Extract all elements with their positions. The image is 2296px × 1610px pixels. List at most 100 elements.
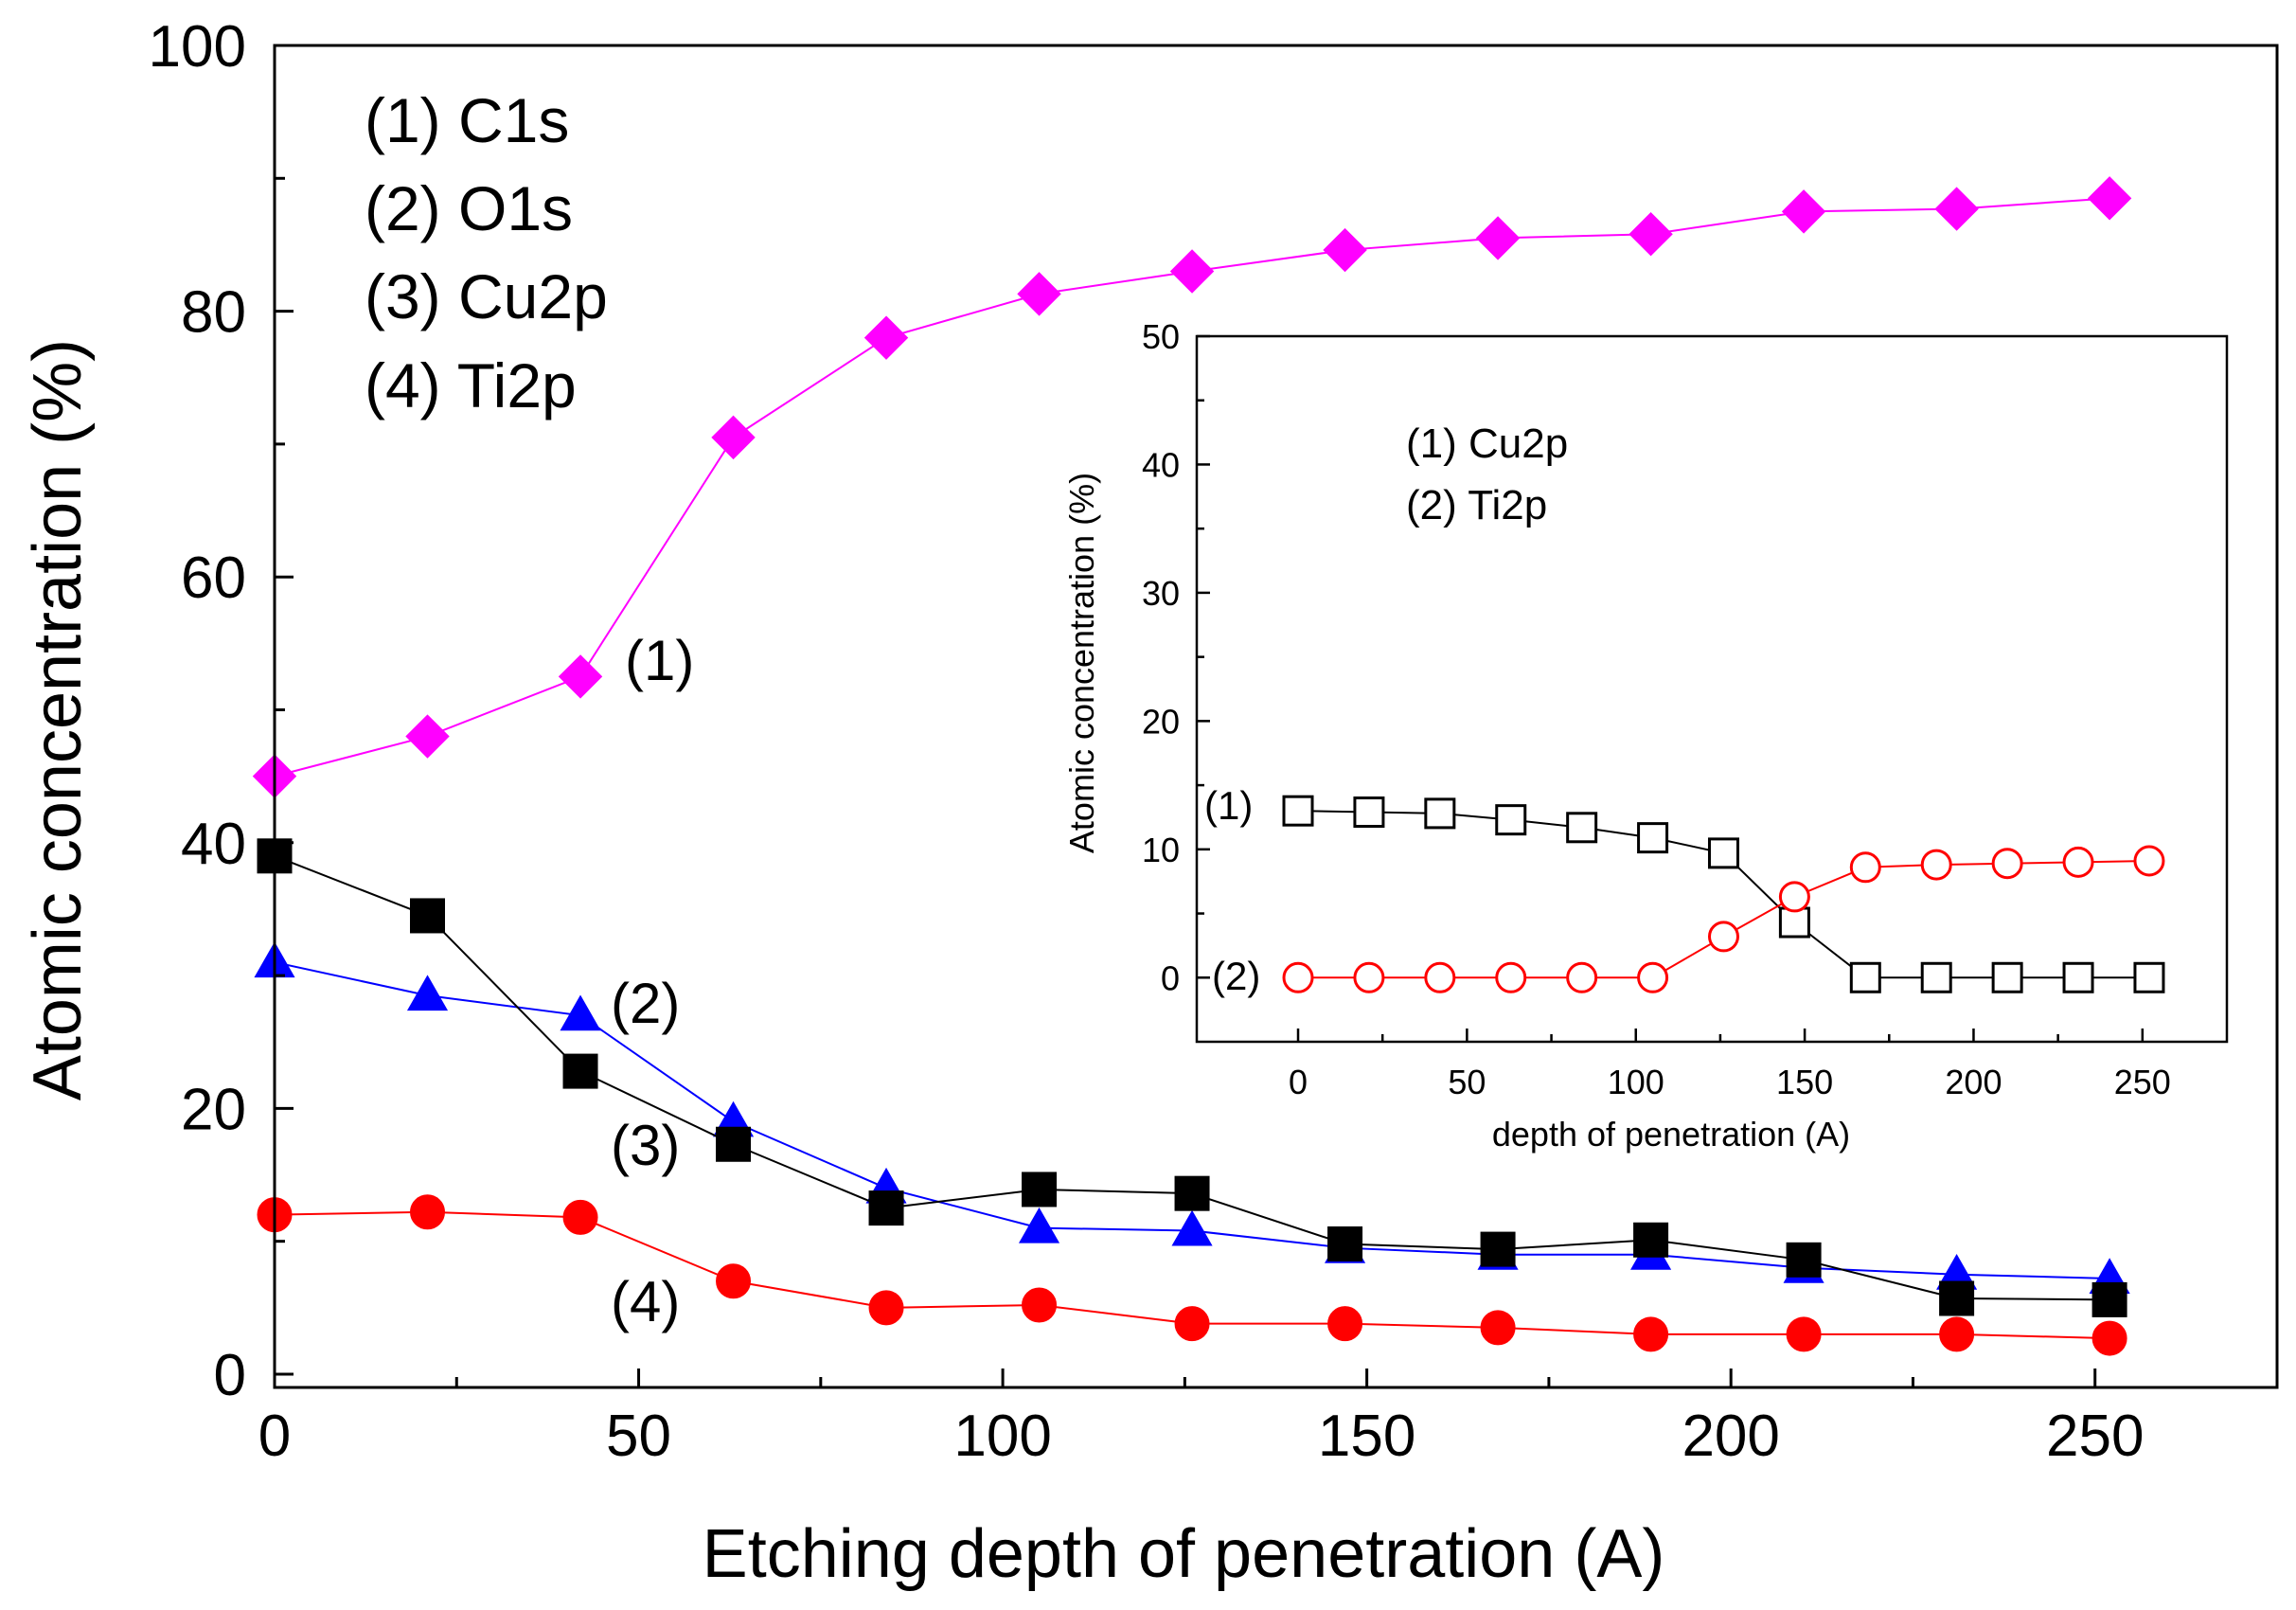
inset-point-2-ti2p-1 bbox=[1353, 961, 1385, 993]
main-point-1-c1s-5 bbox=[1017, 272, 1061, 316]
main-annotation-2: (2) bbox=[611, 972, 680, 1035]
main-y-tick-label-0: 0 bbox=[214, 1343, 246, 1408]
inset-y-tick-label-0: 0 bbox=[1161, 958, 1180, 997]
inset-x-tick-label-50: 50 bbox=[1448, 1063, 1486, 1101]
inset-point-2-ti2p-3 bbox=[1495, 961, 1527, 993]
main-x-tick-label-0: 0 bbox=[258, 1404, 291, 1469]
inset-x-tick-label-150: 150 bbox=[1776, 1063, 1833, 1101]
main-chart: (1) C1s (2) O1s (3) Cu2p (4) Ti2p (1) (2… bbox=[20, 14, 2279, 1592]
main-annotation-4: (4) bbox=[611, 1270, 680, 1333]
main-point-3-cu2p-10 bbox=[1786, 1242, 1822, 1278]
inset-point-1-cu2p-5 bbox=[1637, 822, 1669, 854]
inset-point-2-ti2p-12 bbox=[2133, 845, 2165, 877]
main-point-4-ti2p-10 bbox=[1786, 1316, 1822, 1352]
inset-y-tick-label-30: 30 bbox=[1142, 574, 1180, 613]
inset-text-layer: (1) Cu2p (2) Ti2p (1) (2) depth of penet… bbox=[1062, 317, 2171, 1154]
inset-point-2-ti2p-11 bbox=[2062, 846, 2094, 878]
main-point-1-c1s-7 bbox=[1323, 227, 1367, 273]
main-point-1-c1s-4 bbox=[863, 315, 909, 360]
inset-point-2-ti2p-4 bbox=[1566, 961, 1598, 993]
main-point-4-ti2p-4 bbox=[868, 1290, 904, 1326]
inset-y-tick-label-10: 10 bbox=[1142, 831, 1180, 869]
inset-point-2-ti2p-8 bbox=[1849, 851, 1881, 884]
main-point-3-cu2p-7 bbox=[1327, 1225, 1363, 1261]
main-point-3-cu2p-3 bbox=[716, 1126, 752, 1162]
inset-legend-cu2p: (1) Cu2p bbox=[1406, 420, 1568, 467]
main-annotation-1: (1) bbox=[625, 629, 694, 692]
main-point-3-cu2p-5 bbox=[1022, 1172, 1058, 1208]
main-point-4-ti2p-12 bbox=[2091, 1320, 2127, 1356]
main-y-tick-label-20: 20 bbox=[181, 1077, 246, 1142]
main-x-tick-label-200: 200 bbox=[1682, 1404, 1779, 1469]
main-point-1-c1s-9 bbox=[1629, 212, 1673, 257]
main-point-3-cu2p-2 bbox=[562, 1053, 598, 1089]
main-frame-layer bbox=[273, 44, 2279, 1389]
inset-point-2-ti2p-0 bbox=[1282, 961, 1314, 993]
main-point-3-cu2p-9 bbox=[1633, 1222, 1669, 1258]
main-point-4-ti2p-7 bbox=[1327, 1306, 1363, 1342]
main-legend-o1s: (2) O1s bbox=[365, 173, 573, 243]
main-x-tick-label-250: 250 bbox=[2046, 1404, 2144, 1469]
inset-x-tick-label-200: 200 bbox=[1945, 1063, 2002, 1101]
inset-point-1-cu2p-1 bbox=[1353, 796, 1385, 829]
main-y-tick-label-60: 60 bbox=[181, 546, 246, 611]
inset-point-1-cu2p-2 bbox=[1424, 797, 1456, 830]
main-annotation-3: (3) bbox=[611, 1114, 680, 1177]
main-point-1-c1s-8 bbox=[1475, 216, 1521, 260]
main-point-3-cu2p-1 bbox=[410, 898, 446, 934]
inset-point-2-ti2p-9 bbox=[1920, 849, 1952, 881]
main-x-tick-label-50: 50 bbox=[606, 1404, 671, 1469]
main-point-3-cu2p-6 bbox=[1174, 1175, 1210, 1211]
main-point-3-cu2p-4 bbox=[868, 1190, 904, 1226]
main-text-layer: (1) C1s (2) O1s (3) Cu2p (4) Ti2p (1) (2… bbox=[20, 14, 2144, 1592]
inset-y-tick-label-40: 40 bbox=[1142, 445, 1180, 484]
inset-y-tick-label-50: 50 bbox=[1142, 317, 1180, 356]
inset-point-1-cu2p-8 bbox=[1849, 961, 1881, 993]
inset-frame-layer bbox=[1195, 334, 2229, 1044]
inset-point-2-ti2p-6 bbox=[1707, 921, 1739, 953]
inset-point-1-cu2p-6 bbox=[1707, 837, 1739, 869]
main-point-4-ti2p-3 bbox=[716, 1263, 752, 1299]
main-y-tick-label-100: 100 bbox=[149, 14, 246, 80]
main-point-2-o1s-5 bbox=[1018, 1207, 1060, 1243]
inset-background bbox=[1193, 336, 2230, 1042]
inset-plot-frame bbox=[1195, 334, 2229, 1044]
inset-point-2-ti2p-5 bbox=[1637, 961, 1669, 993]
inset-y-tick-label-20: 20 bbox=[1142, 702, 1180, 741]
inset-x-tick-label-0: 0 bbox=[1289, 1063, 1308, 1101]
inset-point-1-cu2p-10 bbox=[1991, 961, 2023, 993]
inset-y-axis-title: Atomic concentration (%) bbox=[1062, 473, 1101, 853]
main-point-4-ti2p-1 bbox=[410, 1194, 446, 1230]
main-point-2-o1s-1 bbox=[406, 975, 449, 1011]
main-plot-frame bbox=[273, 44, 2279, 1389]
main-point-2-o1s-2 bbox=[560, 994, 601, 1031]
main-point-1-c1s-12 bbox=[2087, 176, 2132, 221]
main-point-2-o1s-6 bbox=[1171, 1209, 1213, 1246]
main-point-4-ti2p-11 bbox=[1939, 1316, 1975, 1352]
inset-point-1-cu2p-12 bbox=[2133, 961, 2165, 993]
main-point-4-ti2p-8 bbox=[1480, 1310, 1516, 1346]
main-legend-ti2p: (4) Ti2p bbox=[365, 350, 577, 420]
main-legend-cu2p: (3) Cu2p bbox=[365, 261, 608, 331]
inset-series-layer bbox=[1282, 795, 2165, 993]
main-y-tick-label-40: 40 bbox=[181, 812, 246, 877]
main-point-1-c1s-1 bbox=[405, 714, 450, 759]
inset-point-2-ti2p-10 bbox=[1991, 848, 2023, 880]
main-point-1-c1s-6 bbox=[1169, 249, 1215, 294]
inset-annotation-2: (2) bbox=[1212, 954, 1260, 998]
inset-point-2-ti2p-2 bbox=[1424, 961, 1456, 993]
inset-point-1-cu2p-7 bbox=[1778, 906, 1810, 939]
main-x-tick-label-150: 150 bbox=[1318, 1404, 1415, 1469]
main-y-axis-title: Atomic concentration (%) bbox=[20, 339, 96, 1100]
main-point-3-cu2p-8 bbox=[1480, 1231, 1516, 1267]
inset-point-1-cu2p-11 bbox=[2062, 961, 2094, 993]
main-point-3-cu2p-12 bbox=[2091, 1281, 2127, 1317]
inset-point-1-cu2p-9 bbox=[1920, 961, 1952, 993]
main-point-1-c1s-2 bbox=[558, 654, 603, 699]
main-point-3-cu2p-11 bbox=[1939, 1280, 1975, 1316]
main-point-4-ti2p-5 bbox=[1022, 1287, 1058, 1323]
main-legend-c1s: (1) C1s bbox=[365, 85, 569, 155]
inset-chart: (1) Cu2p (2) Ti2p (1) (2) depth of penet… bbox=[1062, 317, 2230, 1154]
main-x-tick-label-100: 100 bbox=[953, 1404, 1051, 1469]
